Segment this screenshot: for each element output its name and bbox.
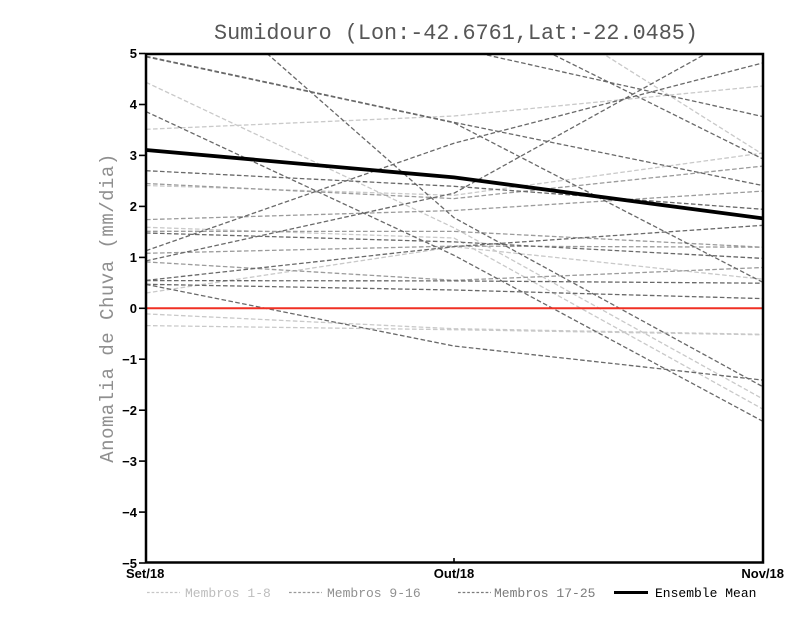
svg-text:Anomalia de Chuva (mm/dia): Anomalia de Chuva (mm/dia) xyxy=(97,153,119,462)
svg-text:Membros 1-8: Membros 1-8 xyxy=(185,586,271,601)
svg-text:Sumidouro (Lon:-42.6761,Lat:-2: Sumidouro (Lon:-42.6761,Lat:-22.0485) xyxy=(214,21,698,46)
svg-text:−1: −1 xyxy=(122,352,137,367)
svg-text:−5: −5 xyxy=(122,556,137,571)
svg-text:Membros 9-16: Membros 9-16 xyxy=(327,586,421,601)
svg-text:Ensemble Mean: Ensemble Mean xyxy=(655,586,756,601)
svg-text:Membros 17-25: Membros 17-25 xyxy=(494,586,595,601)
svg-text:Nov/18: Nov/18 xyxy=(741,566,784,581)
svg-text:4: 4 xyxy=(130,97,138,112)
svg-text:3: 3 xyxy=(130,148,137,163)
svg-text:2: 2 xyxy=(130,199,137,214)
svg-text:1: 1 xyxy=(130,250,137,265)
svg-text:−3: −3 xyxy=(122,454,137,469)
svg-text:0: 0 xyxy=(130,301,137,316)
svg-text:Set/18: Set/18 xyxy=(126,566,164,581)
svg-text:Out/18: Out/18 xyxy=(434,566,474,581)
svg-text:−4: −4 xyxy=(122,505,138,520)
svg-text:5: 5 xyxy=(130,46,137,61)
svg-text:−2: −2 xyxy=(122,403,137,418)
